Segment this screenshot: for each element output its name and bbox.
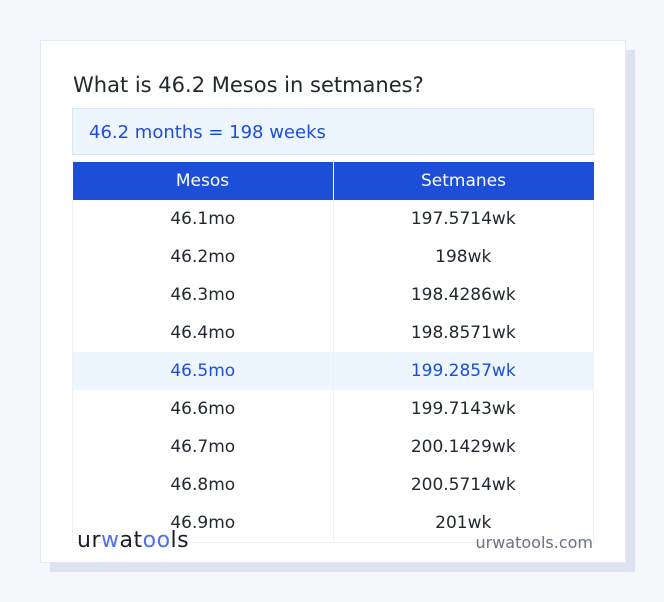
table-row: 46.4mo 198.8571wk — [72, 314, 594, 352]
cell-mesos: 46.8mo — [72, 466, 334, 504]
table-header-row: Mesos Setmanes — [72, 162, 594, 200]
cell-mesos: 46.2mo — [72, 238, 334, 276]
table-row: 46.9mo 201wk — [72, 504, 594, 543]
table-row: 46.6mo 199.7143wk — [72, 390, 594, 428]
cell-mesos: 46.9mo — [72, 504, 334, 543]
result-text: 46.2 months = 198 weeks — [89, 122, 326, 143]
result-box: 46.2 months = 198 weeks — [72, 108, 594, 155]
header-setmanes: Setmanes — [332, 162, 594, 200]
conversion-table: Mesos Setmanes 46.1mo 197.5714wk 46.2mo 198… — [72, 162, 594, 543]
cell-setmanes: 198.4286wk — [332, 276, 594, 314]
page-title: What is 46.2 Mesos in setmanes? — [73, 73, 424, 97]
site-url: urwatools.com — [475, 533, 594, 552]
table-row: 46.8mo 200.5714wk — [72, 466, 594, 504]
cell-mesos: 46.7mo — [72, 428, 334, 466]
cell-setmanes: 199.2857wk — [332, 352, 594, 390]
cell-mesos: 46.5mo — [72, 352, 334, 390]
cell-setmanes: 200.5714wk — [332, 466, 594, 504]
cell-setmanes: 201wk — [332, 504, 594, 543]
header-mesos: Mesos — [72, 162, 333, 200]
conversion-card: What is 46.2 Mesos in setmanes? 46.2 mon… — [40, 40, 626, 563]
cell-mesos: 46.4mo — [72, 314, 334, 352]
table-row: 46.7mo 200.1429wk — [72, 428, 594, 466]
urwatools-logo: urwatools — [77, 528, 190, 553]
cell-mesos: 46.3mo — [72, 276, 334, 314]
cell-mesos: 46.1mo — [72, 200, 334, 238]
table-row: 46.2mo 198wk — [72, 238, 594, 276]
cell-setmanes: 197.5714wk — [332, 200, 594, 238]
cell-setmanes: 198wk — [332, 238, 594, 276]
cell-setmanes: 200.1429wk — [332, 428, 594, 466]
table-row: 46.3mo 198.4286wk — [72, 276, 594, 314]
table-row: 46.5mo 199.2857wk — [72, 352, 594, 390]
cell-setmanes: 199.7143wk — [332, 390, 594, 428]
table-row: 46.1mo 197.5714wk — [72, 200, 594, 238]
cell-setmanes: 198.8571wk — [332, 314, 594, 352]
cell-mesos: 46.6mo — [72, 390, 334, 428]
